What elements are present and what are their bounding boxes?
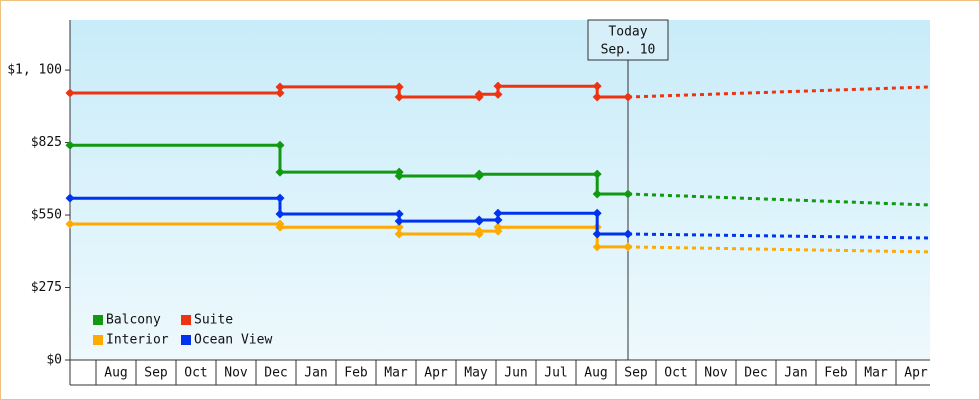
today-box: [587, 19, 669, 61]
forecast-line: [627, 245, 931, 254]
y-tick-label: $825: [31, 135, 62, 150]
price-point: [394, 216, 404, 226]
x-tick-label: Feb: [344, 366, 368, 381]
today-label: Today: [608, 25, 647, 40]
x-tick-label: Aug: [104, 366, 127, 381]
price-point: [394, 222, 404, 232]
x-tick-label: Jul: [544, 366, 567, 381]
y-tick-label: $550: [31, 208, 62, 223]
price-point: [65, 193, 75, 203]
price-point: [394, 229, 404, 239]
x-tick-label: Apr: [424, 366, 448, 381]
x-tick-label: Feb: [824, 366, 848, 381]
price-point: [592, 242, 602, 252]
x-tick-label: Dec: [264, 366, 287, 381]
x-tick-label: Jan: [304, 366, 327, 381]
price-point: [493, 89, 503, 99]
x-tick-label: Jun: [504, 366, 527, 381]
price-point: [623, 92, 633, 102]
price-point: [592, 189, 602, 199]
price-point: [493, 208, 503, 218]
price-line: [70, 143, 628, 196]
legend-label: Interior: [106, 333, 169, 348]
price-point: [65, 219, 75, 229]
price-point: [275, 82, 285, 92]
price-point: [592, 92, 602, 102]
x-tick-label: Nov: [704, 366, 728, 381]
price-point: [592, 229, 602, 239]
y-tick-label: $1, 100: [7, 63, 62, 78]
price-point: [623, 229, 633, 239]
x-tick-label: Dec: [744, 366, 767, 381]
price-point: [394, 82, 404, 92]
x-tick-label: Mar: [384, 366, 408, 381]
price-point: [65, 140, 75, 150]
price-point: [592, 169, 602, 179]
x-tick-label: Apr: [904, 366, 928, 381]
price-point: [275, 167, 285, 177]
x-tick-label: Nov: [224, 366, 248, 381]
forecast-line: [627, 192, 931, 207]
x-tick-label: Oct: [664, 366, 687, 381]
price-point: [275, 140, 285, 150]
x-tick-label: Jan: [784, 366, 807, 381]
price-point: [474, 226, 484, 236]
price-point: [65, 88, 75, 98]
y-tick-label: $0: [46, 353, 62, 368]
price-point: [474, 215, 484, 225]
price-point: [275, 88, 285, 98]
price-point: [623, 242, 633, 252]
legend-swatch: [93, 315, 103, 325]
x-tick-label: Oct: [184, 366, 207, 381]
legend-label: Suite: [194, 313, 233, 328]
price-point: [474, 89, 484, 99]
price-point: [275, 209, 285, 219]
plot-area: [70, 20, 930, 360]
x-tick-label: Sep: [624, 366, 648, 381]
x-tick-label: Sep: [144, 366, 168, 381]
price-point: [592, 81, 602, 91]
price-point: [394, 92, 404, 102]
forecast-line: [627, 85, 931, 99]
x-tick-label: Mar: [864, 366, 888, 381]
legend-label: Balcony: [106, 313, 161, 328]
price-point: [275, 222, 285, 232]
legend-label: Ocean View: [194, 333, 272, 348]
legend-swatch: [93, 335, 103, 345]
price-point: [493, 222, 503, 232]
today-label: Sep. 10: [601, 43, 656, 58]
legend-swatch: [181, 315, 191, 325]
legend-swatch: [181, 335, 191, 345]
price-point: [493, 215, 503, 225]
price-point: [623, 189, 633, 199]
price-point: [275, 193, 285, 203]
price-point: [493, 81, 503, 91]
forecast-line: [627, 232, 931, 240]
y-tick-label: $275: [31, 280, 62, 295]
x-tick-label: Aug: [584, 366, 607, 381]
price-point: [474, 169, 484, 179]
price-point: [394, 171, 404, 181]
x-tick-label: May: [464, 366, 488, 381]
price-point: [592, 208, 602, 218]
price-point: [394, 209, 404, 219]
